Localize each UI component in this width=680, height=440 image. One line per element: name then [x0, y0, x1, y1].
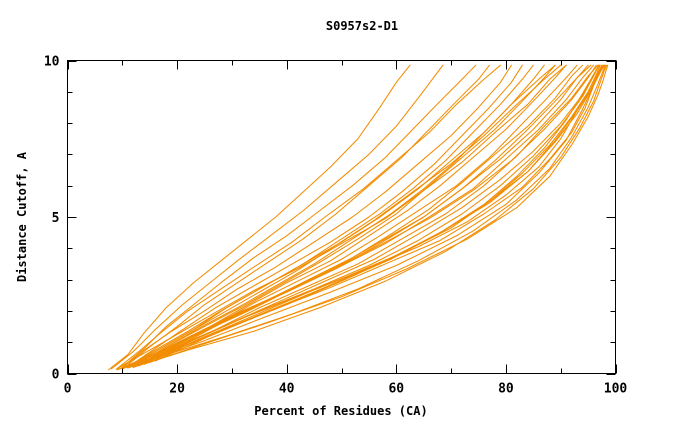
data-curve [127, 64, 523, 368]
data-curve [108, 64, 411, 371]
data-curve [116, 64, 606, 371]
data-curve [121, 64, 606, 370]
x-tick-label: 20 [169, 382, 185, 397]
data-curve [121, 64, 477, 368]
y-axis-label: Distance Cutoff, A [15, 151, 29, 282]
chart-title: S0957s2-D1 [326, 19, 398, 33]
y-axis-tick-labels: 0 5 10 [44, 55, 60, 383]
plot-frame [66, 59, 617, 375]
data-curve [132, 64, 556, 368]
data-curve [116, 64, 597, 371]
x-tick-label: 60 [388, 382, 404, 397]
data-curve [121, 64, 562, 370]
x-axis-label: Percent of Residues (CA) [254, 404, 427, 418]
x-tick-label: 80 [498, 382, 514, 397]
data-curve [116, 64, 567, 370]
data-curve [124, 64, 490, 368]
data-curve [143, 64, 609, 365]
x-axis-ticks [67, 60, 618, 374]
data-curve [132, 64, 589, 368]
x-tick-label: 40 [279, 382, 295, 397]
y-tick-label: 0 [52, 368, 60, 383]
y-tick-label: 10 [44, 55, 60, 70]
data-curve [110, 64, 444, 370]
data-curve [132, 64, 608, 368]
x-axis-tick-labels: 0 20 40 60 80 100 [64, 382, 628, 397]
data-curve [121, 64, 512, 369]
y-tick-label: 5 [52, 211, 60, 226]
data-series-group [108, 64, 609, 371]
data-curve [116, 64, 501, 370]
data-curve [132, 64, 599, 368]
y-axis-ticks [67, 60, 616, 376]
plot-frame-border [66, 59, 617, 375]
x-tick-label: 100 [604, 382, 628, 397]
x-tick-label: 0 [64, 382, 72, 397]
